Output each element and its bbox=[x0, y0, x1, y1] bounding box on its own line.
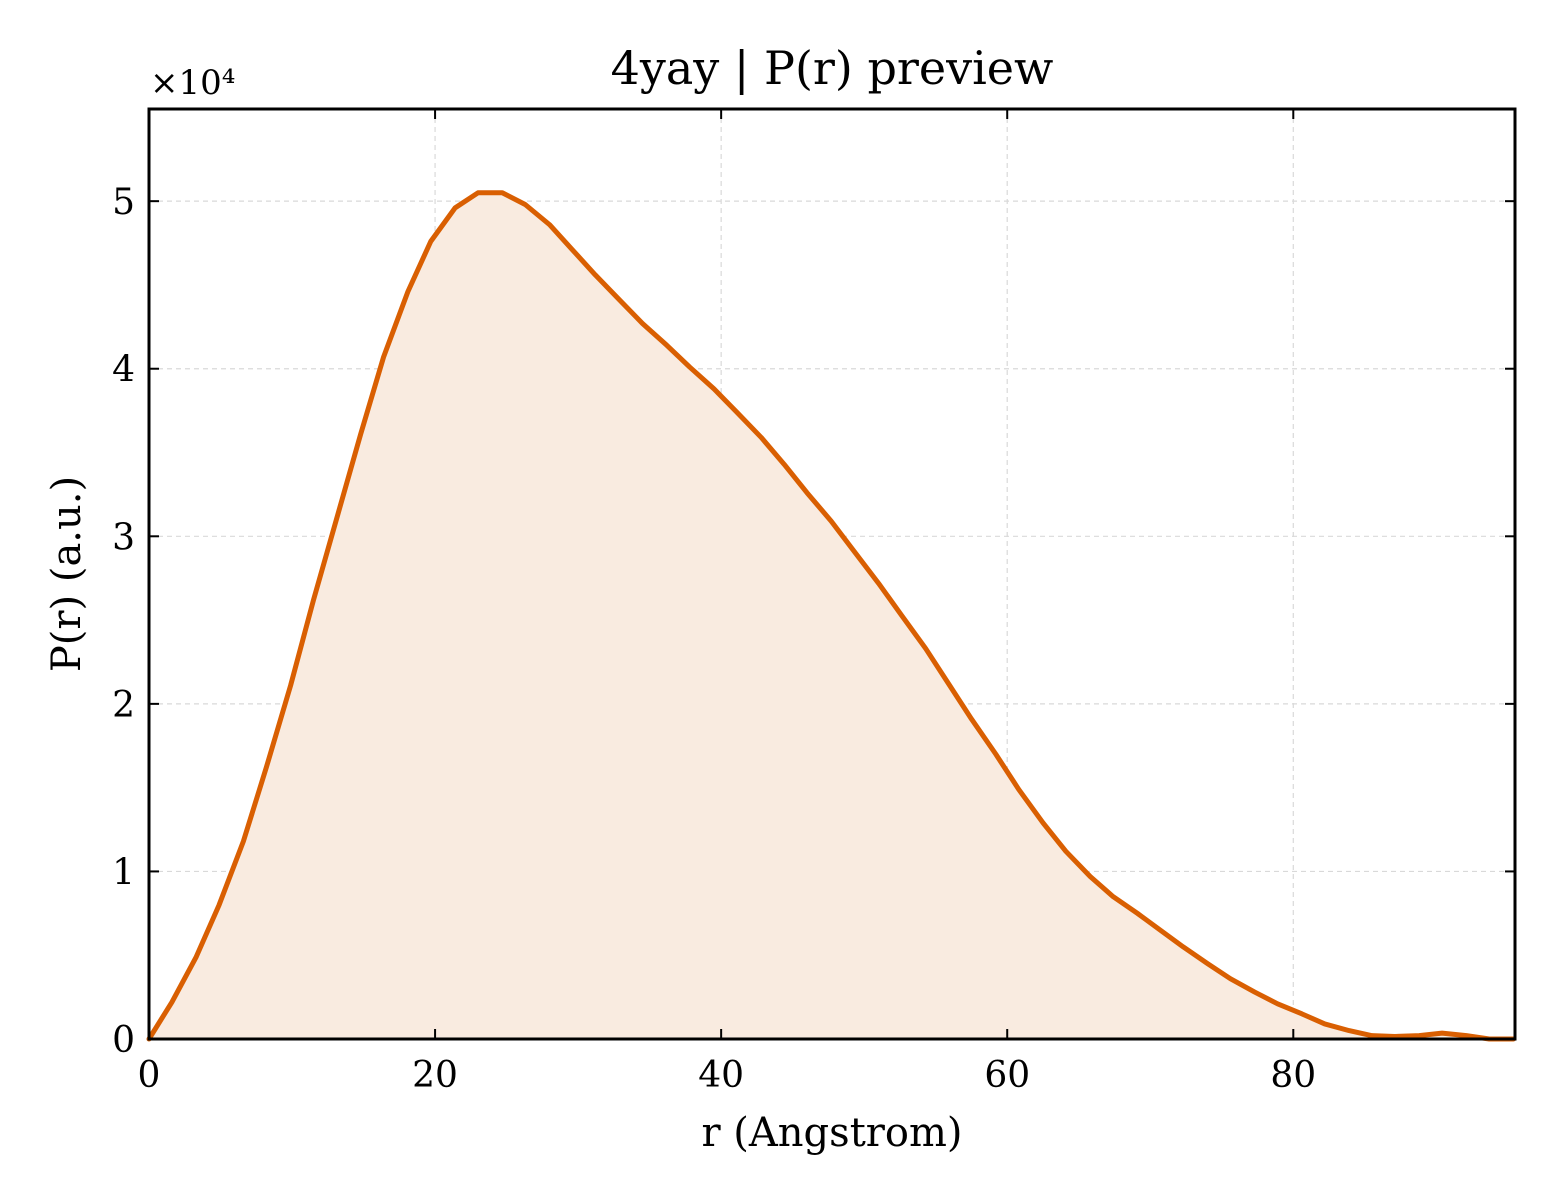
x-axis-label: r (Angstrom) bbox=[701, 1110, 962, 1156]
y-tick-label: 3 bbox=[112, 517, 135, 558]
plot-frame bbox=[147, 107, 1517, 1041]
x-tick-label: 20 bbox=[412, 1055, 458, 1096]
y-tick-label: 0 bbox=[112, 1020, 135, 1061]
y-tick-label: 2 bbox=[112, 685, 135, 726]
y-axis-label: P(r) (a.u.) bbox=[44, 476, 90, 672]
y-tick-label: 1 bbox=[112, 852, 135, 893]
y-tick-label: 4 bbox=[112, 350, 135, 391]
y-tick-label: 5 bbox=[112, 182, 135, 223]
pr-series-line bbox=[146, 190, 1517, 1042]
y-multiplier-label: ×10⁴ bbox=[150, 63, 235, 103]
x-tick-label: 60 bbox=[984, 1055, 1030, 1096]
ticks: 0 20 40 60 80 0 1 2 3 4 5 bbox=[112, 109, 1515, 1096]
area-layer bbox=[149, 192, 1514, 1039]
x-tick-label: 0 bbox=[138, 1055, 161, 1096]
x-tick-label: 40 bbox=[698, 1055, 744, 1096]
chart-title: 4yay | P(r) preview bbox=[611, 41, 1054, 95]
line-layer bbox=[146, 190, 1517, 1042]
pr-area-fill bbox=[149, 192, 1514, 1039]
x-tick-label: 80 bbox=[1270, 1055, 1316, 1096]
